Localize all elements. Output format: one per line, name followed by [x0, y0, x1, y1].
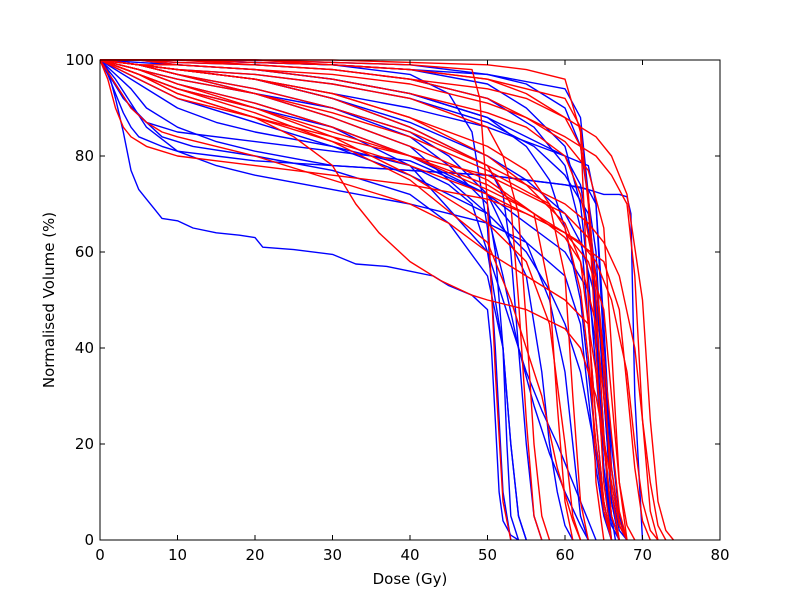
y-tick-label: 40: [75, 339, 94, 357]
y-tick-label: 20: [75, 435, 94, 453]
x-tick-label: 80: [710, 546, 729, 564]
dvh-curve-44: [99, 59, 651, 541]
tick-layer: 0 10 20 30 40 50 60 70 80 0 20 40 60 80 100: [65, 51, 729, 564]
dvh-curve-19: [99, 59, 527, 541]
x-tick-label: 0: [95, 546, 105, 564]
dvh-curve-1: [99, 59, 519, 541]
x-tick-label: 30: [323, 546, 342, 564]
x-tick-label: 70: [633, 546, 652, 564]
dvh-curve-38: [100, 59, 675, 541]
dvh-curve-28: [100, 59, 620, 541]
dvh-curve-47: [99, 59, 582, 541]
x-axis-label: Dose (Gy): [373, 570, 448, 588]
dvh-curve-31: [100, 59, 659, 541]
y-tick-label: 100: [65, 51, 94, 69]
y-tick-label: 80: [75, 147, 94, 165]
x-tick-label: 50: [478, 546, 497, 564]
series-layer: [99, 59, 675, 541]
dvh-curve-45: [99, 59, 574, 541]
dvh-curve-35: [99, 59, 613, 541]
x-tick-label: 10: [168, 546, 187, 564]
x-tick-label: 60: [555, 546, 574, 564]
y-tick-label: 60: [75, 243, 94, 261]
y-axis-label: Normalised Volume (%): [40, 212, 58, 388]
dvh-curve-34: [99, 59, 667, 541]
dvh-curve-46: [100, 59, 628, 541]
x-tick-label: 40: [400, 546, 419, 564]
dvh-curve-22: [99, 59, 613, 541]
dvh-curve-37: [99, 59, 620, 541]
y-tick-label: 0: [84, 531, 94, 549]
dvh-curve-12: [99, 59, 574, 541]
x-tick-label: 20: [245, 546, 264, 564]
dvh-curve-25: [99, 59, 659, 541]
dvh-curve-43: [99, 59, 613, 541]
dvh-curve-26: [99, 59, 620, 541]
